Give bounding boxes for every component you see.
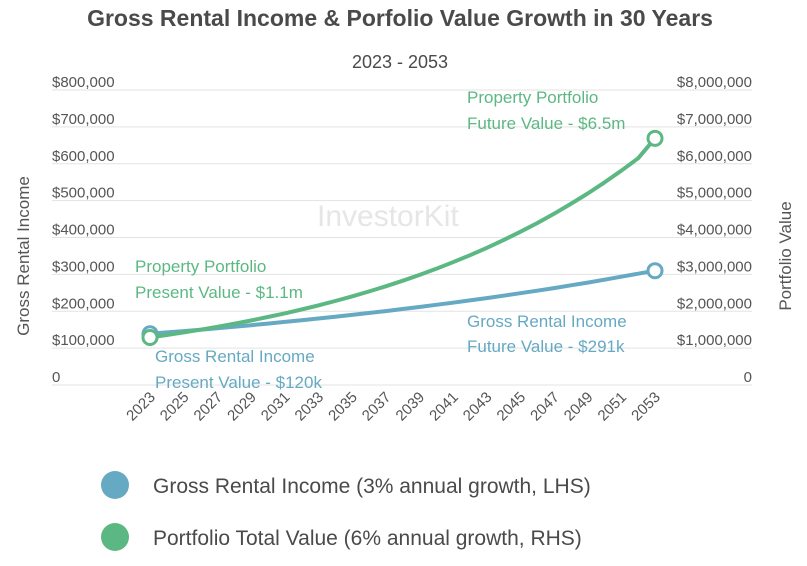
x-tick-label: 2035 [325,389,361,425]
right-axis: 0 $1,000,000 $2,000,000 $3,000,000 $4,000,00… [677,74,752,386]
annotation-portfolio-present-line1: Property Portfolio [135,257,266,276]
x-tick-label: 2049 [561,389,597,425]
x-tick-label: 2023 [123,389,159,425]
annotation-income-present-line1: Gross Rental Income [155,347,315,366]
annotation-income-present: Gross Rental Income Present Value - $120… [155,347,322,392]
gridlines [52,89,752,386]
x-tick-label: 2031 [258,389,294,425]
x-tick-label: 2045 [494,389,530,425]
y-left-tick-label: $600,000 [52,148,115,165]
portfolio-end-marker [646,129,664,147]
annotation-portfolio-future-line1: Property Portfolio [467,88,598,107]
y-right-tick-label: $7,000,000 [677,111,752,128]
y-right-tick-label: $4,000,000 [677,222,752,239]
annotation-portfolio-present-line2: Present Value - $1.1m [135,283,303,302]
portfolio-start-marker [141,328,159,346]
x-axis: 2023202520272029203120332035203720392041… [123,389,664,425]
x-tick-label: 2043 [460,389,496,425]
y-left-tick-label: $500,000 [52,185,115,202]
annotation-income-present-line2: Present Value - $120k [155,373,322,392]
x-tick-label: 2037 [359,389,395,425]
watermark-logo: InvestorKit [317,200,459,233]
y-left-tick-label: $100,000 [52,332,115,349]
y-left-tick-label: $200,000 [52,295,115,312]
x-tick-label: 2029 [224,389,260,425]
x-tick-label: 2027 [191,389,227,425]
chart-title: Gross Rental Income & Porfolio Value Gro… [87,5,713,31]
annotation-portfolio-future-line2: Future Value - $6.5m [467,114,625,133]
series-lines [148,136,657,340]
y-left-tick-label: $700,000 [52,111,115,128]
y-right-tick-label: $1,000,000 [677,332,752,349]
legend-label-income: Gross Rental Income (3% annual growth, L… [153,475,591,498]
x-tick-label: 2025 [157,389,193,425]
right-axis-title: Portfolio Value [776,201,795,310]
x-tick-label: 2039 [393,389,429,425]
y-right-tick-label: $8,000,000 [677,74,752,91]
annotation-income-future: Gross Rental Income Future Value - $291k [467,312,627,356]
y-right-tick-label: $5,000,000 [677,185,752,202]
legend-swatch-portfolio [101,523,129,551]
x-tick-label: 2041 [426,389,462,425]
left-axis-title: Gross Rental Income [14,176,33,336]
y-right-tick-label: $6,000,000 [677,148,752,165]
x-tick-label: 2051 [595,389,631,425]
annotation-income-future-line1: Gross Rental Income [467,312,627,331]
income-end-marker [646,262,664,280]
x-tick-label: 2047 [527,389,563,425]
y-right-tick-label: 0 [744,369,752,386]
legend-swatch-income [101,471,129,499]
annotation-portfolio-future: Property Portfolio Future Value - $6.5m [467,88,625,133]
y-left-tick-label: 0 [52,369,60,386]
income-series-line [148,268,657,336]
chart-subtitle: 2023 - 2053 [352,52,448,72]
y-right-tick-label: $2,000,000 [677,295,752,312]
y-left-tick-label: $800,000 [52,74,115,91]
x-tick-label: 2053 [628,389,664,425]
annotation-portfolio-present: Property Portfolio Present Value - $1.1m [135,257,303,302]
legend: Gross Rental Income (3% annual growth, L… [101,471,591,551]
y-left-tick-label: $400,000 [52,222,115,239]
legend-label-portfolio: Portfolio Total Value (6% annual growth,… [153,527,582,550]
series-markers [141,129,664,346]
annotation-income-future-line2: Future Value - $291k [467,337,625,356]
y-right-tick-label: $3,000,000 [677,258,752,275]
left-axis: 0 $100,000 $200,000 $300,000 $400,000 $500,00… [52,74,115,386]
x-tick-label: 2033 [292,389,328,425]
y-left-tick-label: $300,000 [52,258,115,275]
portfolio-series-line [148,136,657,340]
